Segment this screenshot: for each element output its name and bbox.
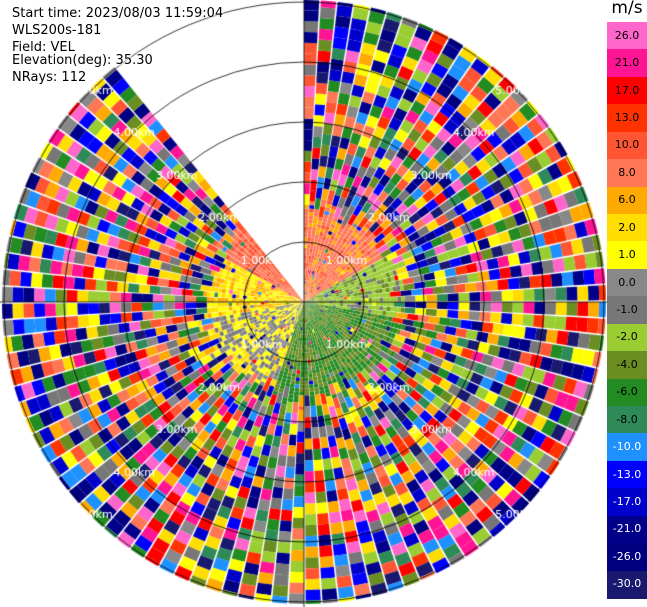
instrument-label: WLS200s-181 [12,23,102,38]
colorbar-segment [607,159,647,188]
colorbar-segment [607,378,647,407]
colorbar-segment [607,104,647,133]
colorbar-tick-label: -30.0 [612,577,642,591]
colorbar-segment [607,570,647,599]
colorbar-segment [607,406,647,435]
colorbar-tick-label: 2.0 [618,220,636,234]
colorbar-tick-label: 1.0 [618,248,636,262]
colorbar-segment [607,488,647,517]
colorbar-tick-label: -13.0 [612,467,642,481]
elevation-label: Elevation(deg): 35.30 [12,53,153,68]
colorbar-tick-label: -6.0 [616,385,638,399]
colorbar: 26.0 21.0 17.0 13.0 10.0 8.0 6.0 2.0 1.0 0.0 -1.0 -… [607,22,647,599]
start-time-label: Start time: 2023/08/03 11:59:04 [12,6,224,21]
colorbar-tick-label: -1.0 [616,303,638,316]
colorbar-segment [607,543,647,572]
colorbar-segment [607,323,647,353]
colorbar-segment [607,76,647,106]
colorbar-tick-label: 6.0 [618,193,636,207]
colorbar-segment [607,186,647,215]
colorbar-unit-label: m/s [611,0,643,18]
colorbar-tick-label: -26.0 [612,549,642,563]
colorbar-segment [607,214,647,243]
colorbar-tick-label: -21.0 [612,522,642,536]
colorbar-segment [607,131,647,161]
colorbar-tick-label: -4.0 [616,357,638,371]
colorbar-tick-label: 0.0 [618,275,636,289]
colorbar-tick-label: -8.0 [616,412,638,426]
colorbar-tick-label: -17.0 [612,495,642,508]
colorbar-tick-label: -10.0 [612,440,642,454]
colorbar-segment [607,515,647,545]
ppi-velocity-plot [0,0,607,607]
colorbar-segment [607,49,647,78]
colorbar-segment [607,433,647,462]
colorbar-tick-label: -2.0 [616,330,638,344]
colorbar-segment [607,296,647,325]
colorbar-tick-label: 13.0 [614,111,640,124]
colorbar-tick-label: 8.0 [618,165,636,179]
colorbar-tick-label: 17.0 [614,83,640,97]
colorbar-segment [607,268,647,298]
colorbar-tick-label: 21.0 [614,56,640,70]
colorbar-segment [607,351,647,380]
colorbar-segment [607,460,647,490]
colorbar-segment [607,241,647,270]
colorbar-segment [607,22,647,51]
colorbar-tick-label: 10.0 [614,138,640,152]
field-label: Field: VEL [12,40,75,55]
colorbar-tick-label: 26.0 [614,28,640,42]
nrays-label: NRays: 112 [12,70,87,85]
